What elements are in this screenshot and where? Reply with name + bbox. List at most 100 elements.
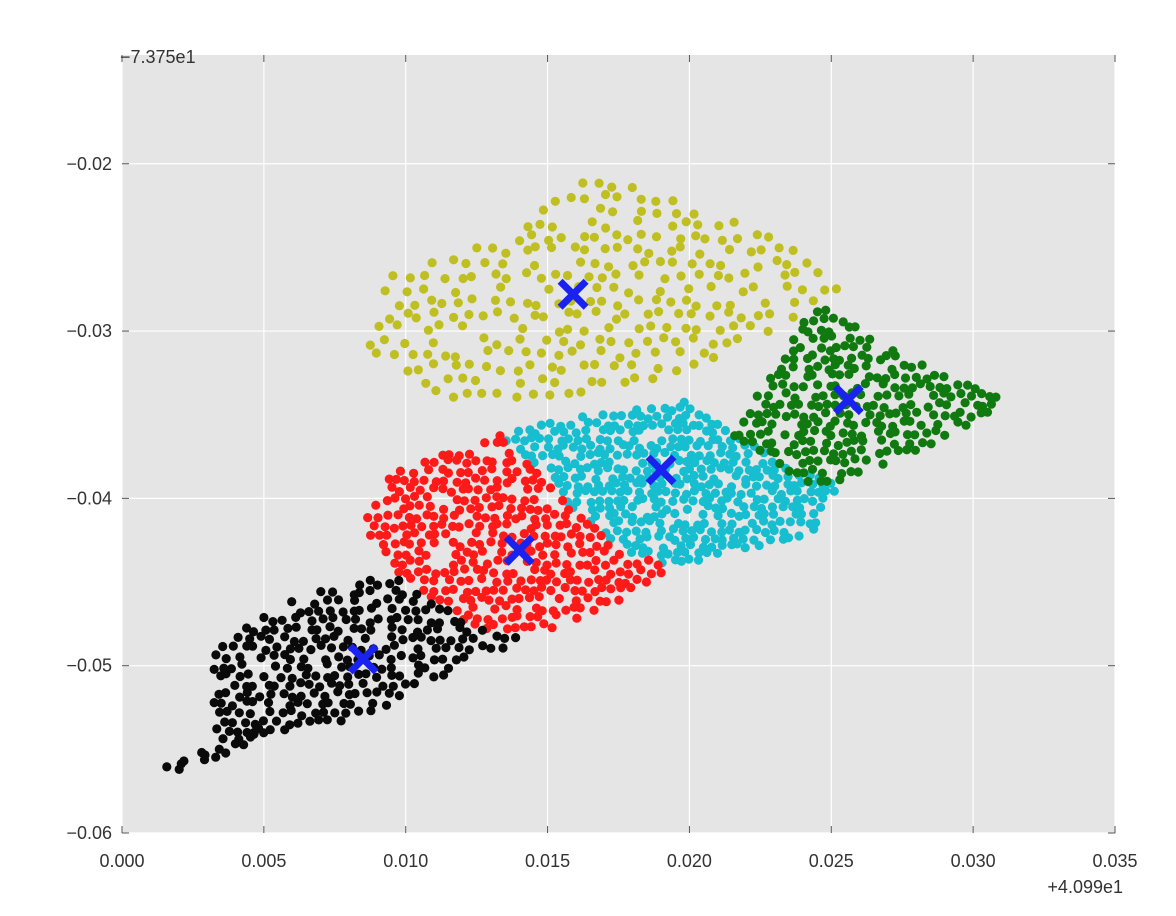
data-point [556,365,566,375]
data-point [394,567,404,577]
data-point [604,457,614,467]
data-point [850,322,860,332]
data-point [420,457,430,467]
data-point [483,345,493,356]
data-point [708,352,719,363]
data-point [452,606,462,616]
data-point [438,484,448,494]
data-point [505,297,516,307]
data-point [676,556,687,566]
data-point [545,483,556,493]
data-point [634,295,644,305]
data-point [492,631,502,641]
data-point [481,586,491,596]
data-point [668,496,678,506]
data-point [592,541,602,552]
data-point [861,455,871,465]
data-point [819,333,829,343]
data-point [360,633,370,644]
data-point [814,401,824,412]
data-point [775,399,785,409]
data-point [453,298,463,308]
data-point [850,454,860,464]
data-point [717,235,727,245]
data-point [298,636,308,647]
data-point [632,574,642,585]
data-point [342,655,352,665]
data-point [845,333,855,343]
data-point [492,340,502,350]
data-point [571,523,582,533]
data-point [594,178,604,188]
data-point [856,431,867,441]
data-point [306,645,316,655]
data-point [406,520,416,530]
data-point [613,436,623,446]
data-point [381,547,391,557]
data-point [287,692,297,702]
data-point [929,390,939,400]
data-point [834,355,845,365]
data-point [666,442,676,452]
data-point [776,364,787,374]
data-point [910,445,921,455]
data-point [437,298,447,309]
data-point [681,295,692,305]
data-point [441,643,451,653]
data-point [720,425,731,436]
data-point [474,502,484,513]
data-point [214,744,224,754]
data-point [269,681,279,691]
data-point [758,459,768,469]
data-point [627,360,637,370]
data-point [816,502,826,512]
data-point [390,539,400,549]
data-point [899,360,909,370]
data-point [712,548,723,558]
data-point [618,534,628,544]
data-point [660,274,670,284]
data-point [875,411,885,421]
data-point [699,518,709,529]
data-point [747,518,757,529]
data-point [394,301,404,311]
data-point [234,708,244,718]
data-point [451,549,461,560]
data-point [333,626,343,636]
data-point [372,672,382,683]
data-point [316,640,326,651]
data-point [554,465,564,475]
data-point [429,457,439,467]
data-point [953,380,963,390]
data-point [991,392,1001,402]
data-point [890,383,900,393]
data-point [822,438,832,448]
data-point [388,271,398,281]
data-point [444,450,454,460]
data-point [935,398,945,408]
data-point [459,652,469,662]
data-point [209,664,219,675]
data-point [554,350,564,360]
data-point [472,511,482,521]
data-point [746,488,756,498]
data-point [659,333,669,343]
data-point [868,400,879,410]
data-point [470,495,480,505]
data-point [842,437,852,447]
data-point [584,577,594,587]
data-point [462,627,472,637]
data-point [824,327,834,337]
data-point [429,538,439,548]
data-point [734,466,744,476]
data-point [502,519,512,529]
data-point [792,450,802,460]
data-point [525,612,535,622]
data-point [500,633,510,644]
data-point [234,734,244,744]
data-point [221,688,231,698]
data-point [882,390,892,400]
data-point [409,468,419,478]
data-point [717,535,727,545]
data-point [600,560,611,570]
